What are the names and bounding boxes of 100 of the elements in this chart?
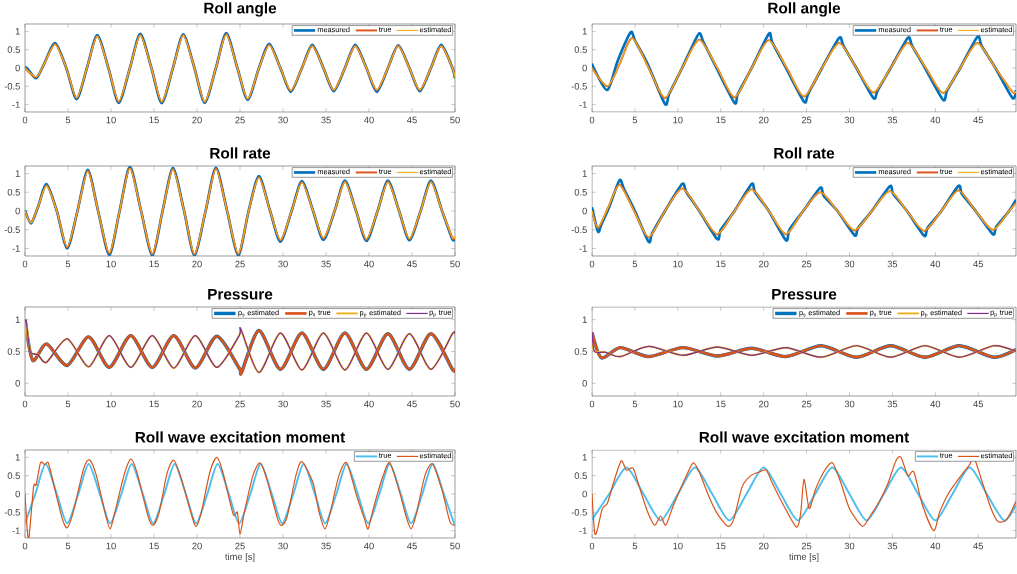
x-tick-label: 40 (930, 116, 941, 124)
x-tick-label: 45 (407, 116, 417, 124)
y-tick-label: -1 (12, 101, 20, 108)
x-tick-label: 35 (321, 260, 331, 268)
y-tick-label: 0.5 (7, 472, 20, 479)
y-tick-label: -0.5 (571, 509, 587, 516)
y-tick-label: 1 (582, 454, 587, 461)
x-tick-label: 20 (192, 260, 202, 268)
x-tick-label: 40 (364, 116, 374, 124)
y-tick-label: -1 (12, 245, 20, 252)
x-tick-label: 50 (450, 260, 460, 268)
y-tick-label: -1 (12, 527, 20, 534)
y-tick-label: -0.5 (571, 226, 587, 234)
x-tick-label: 10 (673, 260, 683, 268)
x-tick-label: 5 (65, 260, 71, 268)
chart-title: Pressure (208, 288, 273, 300)
y-tick-label: 0 (15, 207, 20, 215)
x-tick-label: 35 (887, 400, 898, 408)
x-tick-label: 20 (758, 542, 769, 550)
y-tick-label: 0 (582, 490, 587, 498)
x-tick-label: 20 (192, 400, 202, 408)
x-tick-label: 30 (278, 400, 288, 408)
x-tick-label: 45 (973, 116, 984, 124)
x-tick-label: 5 (632, 116, 638, 124)
y-tick-label: -1 (579, 527, 587, 534)
y-tick-label: -0.5 (571, 83, 587, 90)
x-tick-label: 40 (364, 400, 374, 408)
x-tick-label: 20 (192, 542, 202, 550)
x-tick-label: 45 (973, 542, 984, 550)
y-tick-label: 0.5 (7, 188, 20, 196)
y-tick-label: 1 (582, 170, 587, 177)
x-tick-label: 20 (758, 400, 769, 408)
x-tick-label: 35 (887, 116, 898, 124)
y-tick-label: 0 (15, 379, 20, 387)
x-tick-label: 0 (589, 116, 595, 124)
x-tick-label: 25 (235, 542, 245, 550)
x-tick-label: 0 (22, 116, 28, 124)
y-tick-label: 1 (582, 316, 587, 323)
x-tick-label: 25 (801, 400, 812, 408)
chart-title: Pressure (772, 288, 837, 300)
x-tick-label: 15 (149, 542, 159, 550)
x-tick-label: 50 (450, 400, 460, 408)
x-tick-label: 10 (673, 542, 683, 550)
x-tick-label: 10 (673, 400, 683, 408)
y-tick-label: 1 (15, 454, 20, 461)
x-tick-label: 45 (973, 400, 984, 408)
x-tick-label: 10 (106, 260, 116, 268)
x-tick-label: 30 (844, 542, 855, 550)
x-tick-label: 25 (235, 400, 245, 408)
x-tick-label: 50 (450, 116, 460, 124)
x-tick-label: 5 (632, 400, 638, 408)
y-tick-label: -1 (579, 101, 587, 108)
y-tick-label: 0.5 (574, 472, 587, 479)
x-tick-label: 40 (364, 260, 374, 268)
chart-title: Roll rate (210, 147, 271, 159)
y-tick-label: 0 (582, 379, 587, 387)
x-tick-label: 45 (407, 542, 417, 550)
x-tick-label: 0 (589, 400, 595, 408)
chart-title: Roll angle (204, 2, 277, 17)
x-tick-label: 30 (278, 116, 288, 124)
y-tick-label: 1 (15, 170, 20, 177)
x-tick-label: 15 (716, 116, 726, 124)
y-tick-label: 1 (15, 316, 20, 323)
x-tick-label: 25 (801, 260, 812, 268)
y-tick-label: 0 (15, 64, 20, 72)
x-tick-label: 5 (65, 116, 71, 124)
x-tick-label: 20 (758, 116, 769, 124)
x-tick-label: 30 (278, 542, 288, 550)
x-tick-label: 30 (844, 260, 855, 268)
x-tick-label: 35 (321, 542, 331, 550)
x-tick-label: 50 (450, 542, 460, 550)
x-tick-label: 25 (235, 260, 245, 268)
x-tick-label: 15 (149, 400, 159, 408)
x-tick-label: 15 (149, 116, 159, 124)
x-tick-label: 0 (22, 400, 28, 408)
x-tick-label: 5 (632, 260, 638, 268)
x-tick-label: 25 (801, 542, 812, 550)
x-tick-label: 15 (716, 260, 726, 268)
x-tick-label: 5 (65, 400, 71, 408)
x-tick-label: 40 (930, 542, 941, 550)
x-tick-label: 0 (589, 260, 595, 268)
x-tick-label: 45 (407, 400, 417, 408)
x-tick-label: 45 (973, 260, 984, 268)
y-tick-label: 0.5 (7, 348, 20, 355)
x-tick-label: 15 (716, 400, 726, 408)
y-tick-label: 0 (582, 207, 587, 215)
y-tick-label: 1 (582, 28, 587, 35)
x-tick-label: 25 (235, 116, 245, 124)
y-tick-label: -0.5 (4, 509, 20, 516)
chart-title: Roll wave excitation moment (699, 431, 910, 443)
x-axis-title: time [s] (789, 553, 819, 562)
x-tick-label: 0 (589, 542, 595, 550)
y-tick-label: 0.5 (7, 46, 20, 53)
y-tick-label: 0 (582, 64, 587, 72)
x-tick-label: 20 (192, 116, 202, 124)
x-tick-label: 35 (321, 400, 331, 408)
x-tick-label: 10 (106, 400, 116, 408)
x-tick-label: 5 (65, 542, 71, 550)
y-tick-label: -1 (579, 245, 587, 252)
y-tick-label: -0.5 (4, 226, 20, 234)
